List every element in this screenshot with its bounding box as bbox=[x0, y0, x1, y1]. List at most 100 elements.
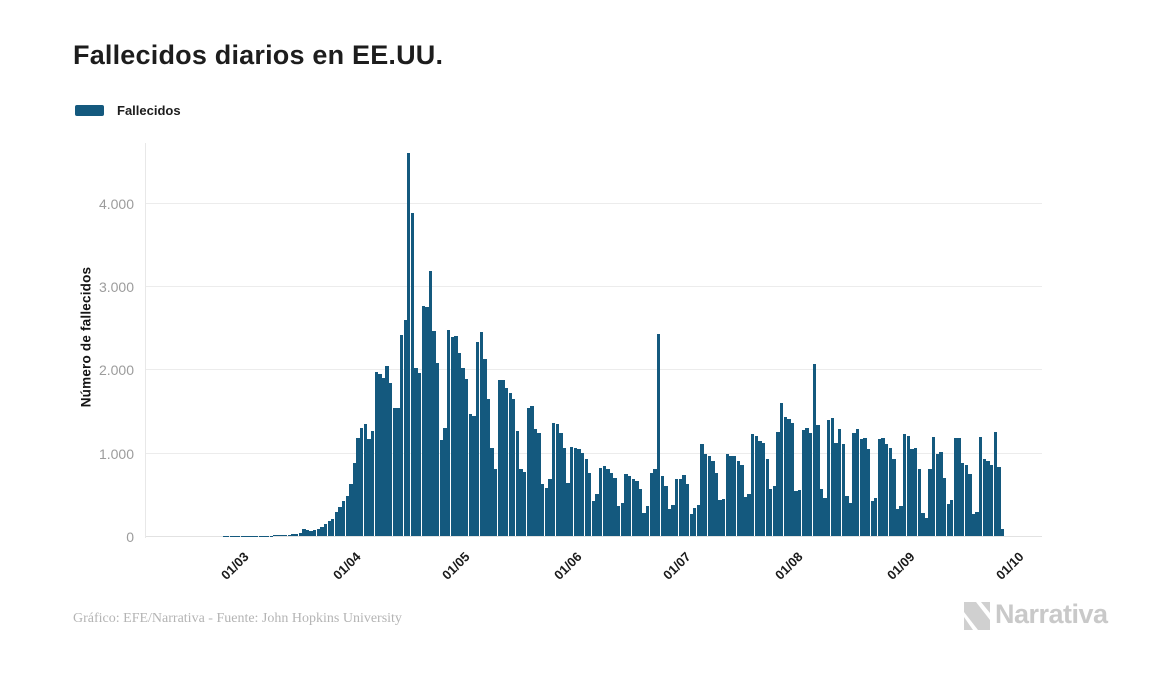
bar bbox=[776, 431, 780, 536]
bar bbox=[671, 505, 675, 536]
bar bbox=[798, 490, 802, 536]
bar bbox=[982, 458, 987, 536]
bar bbox=[606, 469, 610, 536]
bar bbox=[714, 472, 719, 536]
bar bbox=[522, 471, 527, 536]
bar bbox=[660, 476, 664, 536]
bar bbox=[627, 476, 632, 536]
bar bbox=[439, 440, 444, 536]
bar bbox=[924, 517, 929, 536]
bar bbox=[287, 534, 292, 536]
bar bbox=[352, 462, 357, 536]
bar bbox=[921, 512, 925, 536]
bar bbox=[356, 438, 360, 536]
chart-legend: Fallecidos bbox=[75, 103, 181, 118]
x-tick-label: 01/07 bbox=[659, 549, 694, 583]
bar bbox=[381, 377, 386, 536]
bar bbox=[446, 330, 451, 536]
bar bbox=[519, 469, 523, 536]
bar bbox=[740, 465, 744, 536]
bar bbox=[588, 472, 592, 536]
bar bbox=[620, 502, 625, 536]
bar bbox=[707, 455, 711, 536]
bar bbox=[595, 494, 599, 536]
bar bbox=[888, 447, 892, 536]
bar bbox=[881, 437, 885, 536]
bar bbox=[957, 437, 961, 536]
bar bbox=[338, 507, 342, 536]
bar bbox=[812, 364, 816, 536]
bar bbox=[609, 472, 614, 536]
bar bbox=[613, 477, 617, 536]
gridline-y-4000 bbox=[146, 202, 1042, 204]
bar bbox=[942, 477, 947, 536]
bar bbox=[497, 380, 501, 536]
bar bbox=[968, 473, 972, 536]
bar bbox=[479, 331, 483, 536]
bar-chart-plot-area bbox=[146, 143, 1042, 537]
legend-label: Fallecidos bbox=[117, 103, 181, 118]
y-tick-label: 3.000 bbox=[98, 278, 134, 295]
bar bbox=[403, 320, 407, 536]
bar bbox=[468, 414, 473, 536]
bar bbox=[834, 442, 838, 536]
x-tick-label: 01/03 bbox=[217, 549, 252, 583]
bar bbox=[334, 512, 339, 536]
bar bbox=[801, 430, 806, 536]
bar bbox=[852, 432, 856, 536]
bar bbox=[559, 432, 563, 536]
page-title: Fallecidos diarios en EE.UU. bbox=[73, 40, 444, 70]
bar bbox=[946, 503, 950, 536]
bar bbox=[696, 505, 701, 536]
bar bbox=[472, 415, 476, 536]
bar bbox=[562, 447, 567, 536]
bar bbox=[573, 447, 577, 536]
bar bbox=[863, 437, 867, 536]
bar bbox=[827, 420, 831, 536]
bar bbox=[370, 430, 375, 536]
bar bbox=[848, 502, 853, 536]
bar bbox=[964, 465, 968, 536]
bar bbox=[320, 527, 324, 536]
bar bbox=[932, 436, 936, 536]
bar bbox=[555, 424, 559, 536]
source-credit: Gráfico: EFE/Narrativa - Fuente: John Ho… bbox=[73, 611, 402, 626]
bar bbox=[410, 213, 415, 536]
bar bbox=[979, 436, 983, 536]
x-tick-label: 01/08 bbox=[771, 549, 806, 583]
bar bbox=[703, 454, 708, 536]
bar bbox=[457, 352, 462, 536]
bar bbox=[374, 371, 378, 536]
bar bbox=[378, 374, 382, 536]
bar bbox=[313, 530, 317, 536]
bar bbox=[638, 489, 643, 536]
bar bbox=[722, 499, 726, 536]
bar bbox=[544, 487, 549, 536]
bar bbox=[414, 368, 418, 536]
bar bbox=[837, 429, 842, 536]
bar bbox=[667, 509, 672, 536]
bar bbox=[939, 451, 943, 536]
bar bbox=[570, 446, 574, 536]
bar bbox=[548, 479, 552, 536]
bar bbox=[551, 422, 556, 536]
bar bbox=[407, 152, 411, 536]
bar bbox=[830, 418, 835, 536]
bar bbox=[986, 460, 990, 536]
bar bbox=[935, 454, 939, 536]
bar bbox=[486, 399, 491, 536]
bar bbox=[895, 509, 900, 536]
bar bbox=[989, 464, 994, 536]
bar bbox=[349, 484, 353, 536]
bar bbox=[504, 387, 509, 536]
bar bbox=[884, 444, 889, 536]
bar bbox=[483, 359, 487, 536]
bar bbox=[816, 425, 820, 536]
bar bbox=[910, 449, 914, 536]
bar bbox=[508, 392, 512, 536]
y-tick-label: 0 bbox=[126, 529, 134, 545]
bar bbox=[903, 434, 907, 536]
bar bbox=[783, 416, 787, 536]
bar bbox=[432, 330, 436, 536]
